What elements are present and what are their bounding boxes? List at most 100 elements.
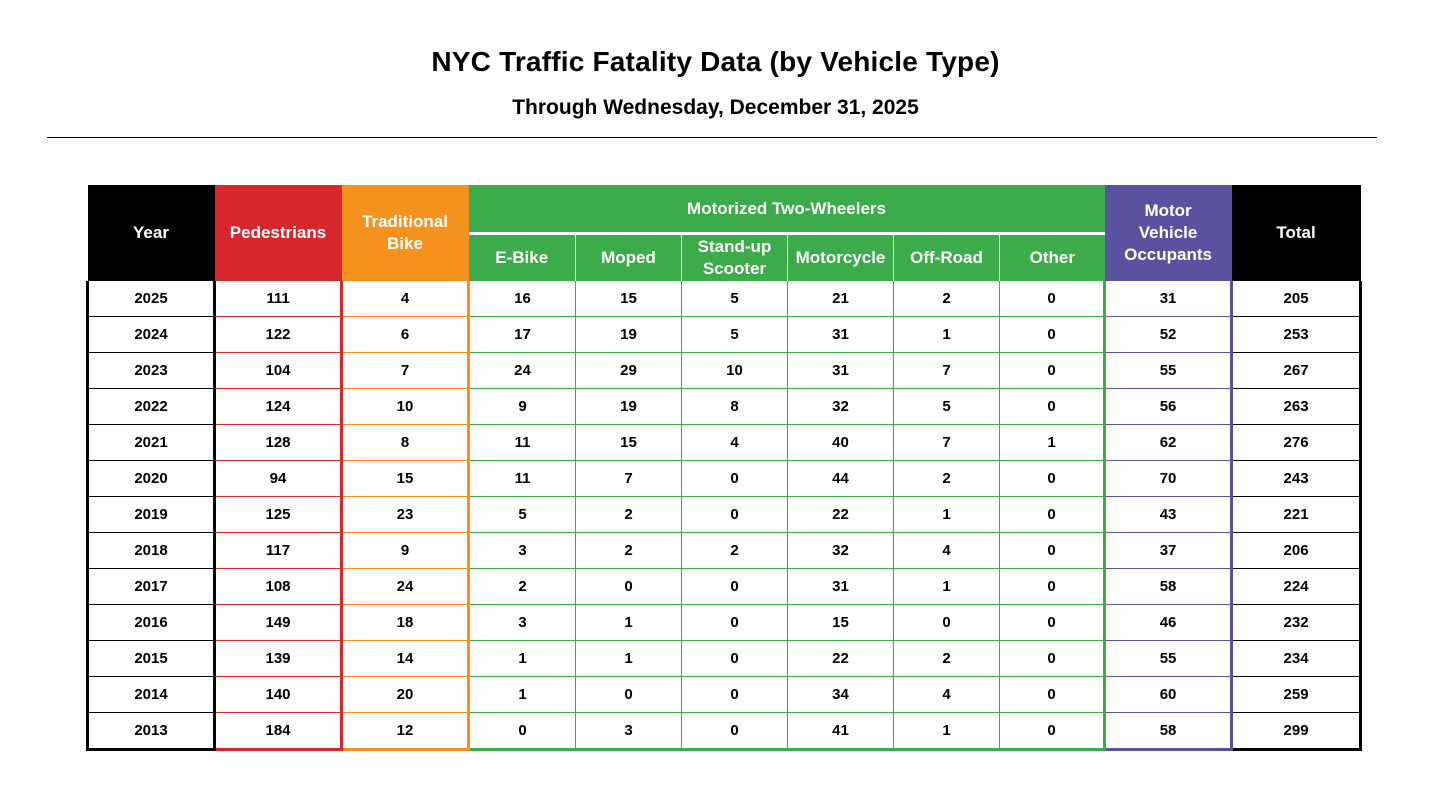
fatality-table: Year Pedestrians Traditional Bike Motori… (86, 185, 1363, 751)
traditional-bike-cell: 9 (341, 532, 470, 569)
moped-cell: 3 (575, 712, 682, 751)
header-pedestrians: Pedestrians (214, 185, 342, 281)
ebike-cell: 1 (467, 676, 576, 713)
standup-scooter-cell: 2 (681, 532, 788, 569)
ebike-cell: 11 (467, 460, 576, 497)
other-cell: 0 (999, 460, 1107, 497)
total-cell: 234 (1230, 640, 1363, 677)
off-road-cell: 4 (893, 676, 1000, 713)
traditional-bike-cell: 23 (341, 496, 470, 533)
other-cell: 0 (999, 496, 1107, 533)
traditional-bike-cell: 20 (341, 676, 470, 713)
pedestrians-cell: 122 (213, 316, 343, 353)
motorcycle-cell: 40 (787, 424, 894, 461)
moped-cell: 2 (575, 532, 682, 569)
motorcycle-cell: 32 (787, 532, 894, 569)
table-row: 2014 140 20 1 0 0 34 4 0 60 259 (86, 676, 1363, 713)
total-cell: 267 (1230, 352, 1363, 389)
total-cell: 263 (1230, 388, 1363, 425)
standup-scooter-cell: 0 (681, 712, 788, 751)
moped-cell: 1 (575, 604, 682, 641)
total-cell: 221 (1230, 496, 1363, 533)
motor-vehicle-occupants-cell: 55 (1103, 352, 1234, 389)
header-ebike: E-Bike (468, 232, 576, 281)
standup-scooter-cell: 0 (681, 676, 788, 713)
motor-vehicle-occupants-cell: 52 (1103, 316, 1234, 353)
year-cell: 2017 (86, 568, 216, 605)
motorcycle-cell: 34 (787, 676, 894, 713)
ebike-cell: 16 (467, 281, 576, 317)
motorcycle-cell: 31 (787, 568, 894, 605)
table-row: 2025 111 4 16 15 5 21 2 0 31 205 (86, 281, 1363, 317)
pedestrians-cell: 139 (213, 640, 343, 677)
motorcycle-cell: 31 (787, 352, 894, 389)
motorcycle-cell: 31 (787, 316, 894, 353)
off-road-cell: 7 (893, 352, 1000, 389)
ebike-cell: 0 (467, 712, 576, 751)
table-row: 2019 125 23 5 2 0 22 1 0 43 221 (86, 496, 1363, 533)
ebike-cell: 3 (467, 604, 576, 641)
other-cell: 0 (999, 316, 1107, 353)
motor-vehicle-occupants-cell: 58 (1103, 568, 1234, 605)
moped-cell: 15 (575, 424, 682, 461)
motorcycle-cell: 41 (787, 712, 894, 751)
moped-cell: 2 (575, 496, 682, 533)
pedestrians-cell: 184 (213, 712, 343, 751)
off-road-cell: 5 (893, 388, 1000, 425)
other-cell: 0 (999, 712, 1107, 751)
table-row: 2021 128 8 11 15 4 40 7 1 62 276 (86, 424, 1363, 461)
traditional-bike-cell: 18 (341, 604, 470, 641)
pedestrians-cell: 149 (213, 604, 343, 641)
pedestrians-cell: 104 (213, 352, 343, 389)
pedestrians-cell: 108 (213, 568, 343, 605)
header-moped: Moped (575, 232, 682, 281)
off-road-cell: 1 (893, 316, 1000, 353)
moped-cell: 0 (575, 568, 682, 605)
motor-vehicle-occupants-cell: 56 (1103, 388, 1234, 425)
ebike-cell: 1 (467, 640, 576, 677)
traditional-bike-cell: 10 (341, 388, 470, 425)
moped-cell: 0 (575, 676, 682, 713)
motorcycle-cell: 21 (787, 281, 894, 317)
motor-vehicle-occupants-cell: 43 (1103, 496, 1234, 533)
year-cell: 2020 (86, 460, 216, 497)
table-row: 2013 184 12 0 3 0 41 1 0 58 299 (86, 712, 1363, 751)
total-cell: 232 (1230, 604, 1363, 641)
year-cell: 2022 (86, 388, 216, 425)
total-cell: 276 (1230, 424, 1363, 461)
moped-cell: 7 (575, 460, 682, 497)
header-standup-scooter: Stand-up Scooter (681, 232, 788, 281)
pedestrians-cell: 128 (213, 424, 343, 461)
traditional-bike-cell: 12 (341, 712, 470, 751)
moped-cell: 19 (575, 388, 682, 425)
header-motorized-two-wheelers: Motorized Two-Wheelers (468, 185, 1105, 234)
header-year: Year (87, 185, 215, 281)
other-cell: 0 (999, 532, 1107, 569)
page-title: NYC Traffic Fatality Data (by Vehicle Ty… (431, 46, 1000, 77)
year-cell: 2015 (86, 640, 216, 677)
traditional-bike-cell: 6 (341, 316, 470, 353)
off-road-cell: 2 (893, 281, 1000, 317)
ebike-cell: 11 (467, 424, 576, 461)
year-cell: 2016 (86, 604, 216, 641)
motor-vehicle-occupants-cell: 55 (1103, 640, 1234, 677)
total-cell: 259 (1230, 676, 1363, 713)
motorcycle-cell: 44 (787, 460, 894, 497)
year-cell: 2021 (86, 424, 216, 461)
standup-scooter-cell: 0 (681, 604, 788, 641)
off-road-cell: 7 (893, 424, 1000, 461)
motor-vehicle-occupants-cell: 58 (1103, 712, 1234, 751)
motor-vehicle-occupants-cell: 37 (1103, 532, 1234, 569)
year-cell: 2023 (86, 352, 216, 389)
standup-scooter-cell: 0 (681, 640, 788, 677)
table-row: 2017 108 24 2 0 0 31 1 0 58 224 (86, 568, 1363, 605)
table-row: 2020 94 15 11 7 0 44 2 0 70 243 (86, 460, 1363, 497)
table-row: 2015 139 14 1 1 0 22 2 0 55 234 (86, 640, 1363, 677)
header-motor-vehicle-occupants: Motor Vehicle Occupants (1104, 185, 1232, 281)
pedestrians-cell: 117 (213, 532, 343, 569)
year-cell: 2025 (86, 281, 216, 317)
standup-scooter-cell: 0 (681, 496, 788, 533)
year-cell: 2024 (86, 316, 216, 353)
moped-cell: 19 (575, 316, 682, 353)
other-cell: 0 (999, 388, 1107, 425)
